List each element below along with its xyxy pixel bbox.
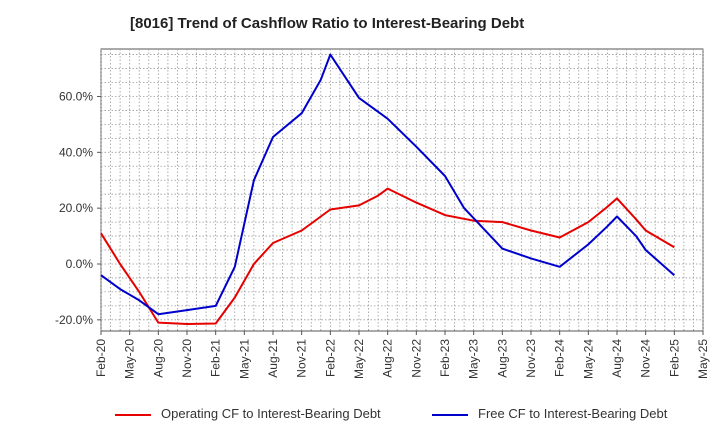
x-tick-label: May-20 bbox=[123, 339, 137, 379]
x-tick-label: Nov-20 bbox=[180, 339, 194, 378]
x-tick-label: Feb-25 bbox=[667, 339, 681, 377]
x-tick-label: May-21 bbox=[237, 339, 251, 379]
x-tick-label: Feb-22 bbox=[323, 339, 337, 377]
grid-lines bbox=[100, 49, 704, 331]
x-tick-label: May-25 bbox=[696, 339, 710, 379]
y-tick-label: 60.0% bbox=[59, 89, 93, 103]
x-tick-label: Nov-22 bbox=[409, 339, 423, 378]
y-tick-label: 20.0% bbox=[59, 201, 93, 215]
x-tick-label: Nov-21 bbox=[295, 339, 309, 378]
y-tick-label: 0.0% bbox=[66, 257, 94, 271]
x-tick-label: Feb-23 bbox=[438, 339, 452, 377]
x-tick-label: Aug-21 bbox=[266, 339, 280, 378]
x-tick-label: Aug-20 bbox=[151, 339, 165, 378]
legend-swatch-operating-cf bbox=[115, 413, 151, 416]
x-tick-label: May-24 bbox=[581, 339, 595, 379]
legend-item-free-cf: Free CF to Interest-Bearing Debt bbox=[432, 406, 667, 421]
x-tick-label: May-23 bbox=[467, 339, 481, 379]
y-tick-label: -20.0% bbox=[55, 313, 93, 327]
legend-item-operating-cf: Operating CF to Interest-Bearing Debt bbox=[115, 406, 381, 421]
x-tick-label: Aug-24 bbox=[610, 339, 624, 378]
plot-area bbox=[100, 48, 704, 332]
x-tick-label: Feb-24 bbox=[553, 339, 567, 377]
x-axis-ticks: Feb-20 May-20 Aug-20 Nov-20 Feb-21 May-21 Aug-… bbox=[94, 331, 710, 379]
y-tick-label: 40.0% bbox=[59, 145, 93, 159]
x-tick-label: Aug-23 bbox=[495, 339, 509, 378]
x-tick-label: Feb-20 bbox=[94, 339, 108, 377]
legend-swatch-free-cf bbox=[432, 413, 468, 416]
x-tick-label: Nov-23 bbox=[524, 339, 538, 378]
x-tick-label: Aug-22 bbox=[381, 339, 395, 378]
legend-label-free-cf: Free CF to Interest-Bearing Debt bbox=[478, 406, 668, 421]
series-line-free-cf bbox=[100, 53, 675, 316]
chart-title: [8016] Trend of Cashflow Ratio to Intere… bbox=[130, 15, 525, 32]
line-chart: -20.0% 0.0% 20.0% 40.0% 60.0% Feb-20 May-20 Au… bbox=[55, 48, 710, 379]
y-axis-ticks: -20.0% 0.0% 20.0% 40.0% 60.0% bbox=[55, 89, 101, 327]
legend-label-operating-cf: Operating CF to Interest-Bearing Debt bbox=[161, 406, 381, 421]
series-line-operating-cf bbox=[100, 187, 675, 325]
legend: Operating CF to Interest-Bearing Debt Fr… bbox=[0, 400, 720, 430]
x-tick-label: Nov-24 bbox=[639, 339, 653, 378]
x-tick-label: Feb-21 bbox=[209, 339, 223, 377]
x-tick-label: May-22 bbox=[352, 339, 366, 379]
series-lines bbox=[100, 53, 675, 325]
